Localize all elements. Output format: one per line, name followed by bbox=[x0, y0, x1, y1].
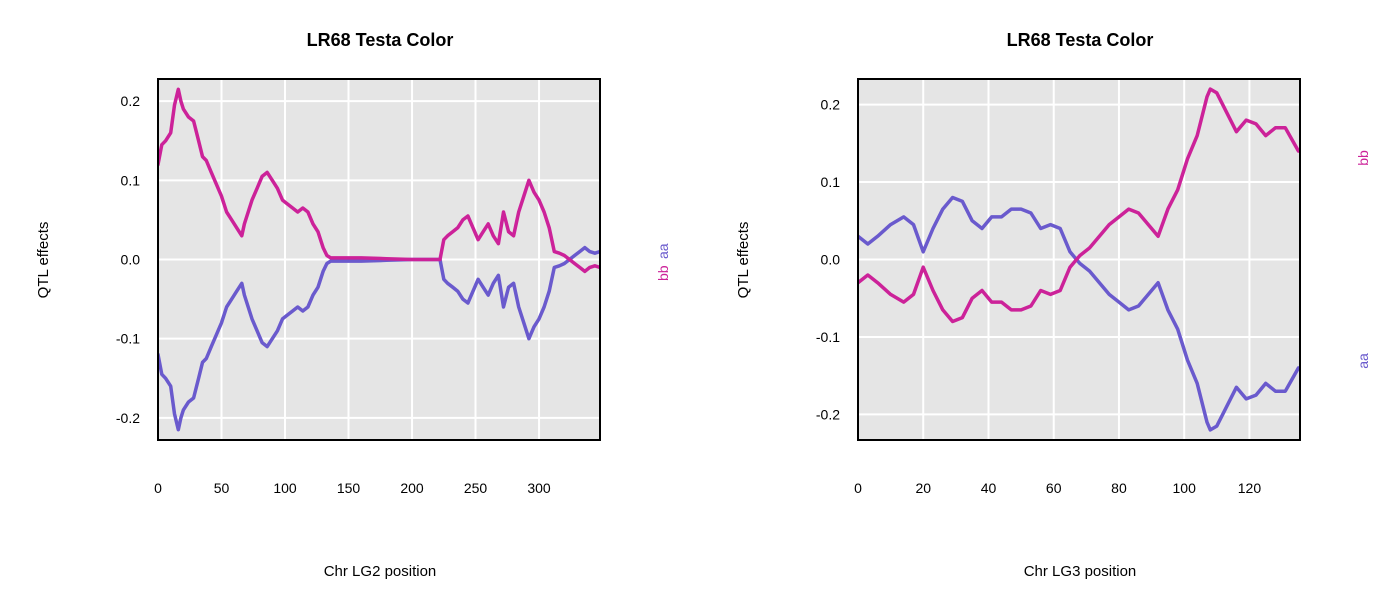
legend-label-aa: aa bbox=[1355, 353, 1371, 369]
chart-title: LR68 Testa Color bbox=[1007, 30, 1154, 50]
x-tick-label: 20 bbox=[915, 480, 931, 496]
y-tick-label: 0.0 bbox=[821, 252, 841, 268]
x-axis-label: Chr LG2 position bbox=[324, 563, 437, 580]
x-tick-label: 150 bbox=[337, 480, 361, 496]
x-tick-label: 250 bbox=[464, 480, 488, 496]
chart-lg2: 0 50 100 150 200 250 300-0.2-0.10.00.10.2bbaa … bbox=[35, 30, 671, 580]
series-layer bbox=[858, 87, 1300, 432]
x-tick-label: 120 bbox=[1238, 480, 1262, 496]
y-axis-label: QTL effects bbox=[735, 222, 752, 299]
y-tick-label: 0.2 bbox=[821, 97, 841, 113]
y-tick-label: -0.1 bbox=[816, 329, 840, 345]
x-tick-label: 80 bbox=[1111, 480, 1127, 496]
x-tick-label: 40 bbox=[981, 480, 997, 496]
y-tick-label: 0.2 bbox=[121, 93, 141, 109]
series-line-bb bbox=[158, 87, 600, 274]
chart-title: LR68 Testa Color bbox=[307, 30, 454, 50]
legend-label-aa: aa bbox=[655, 243, 671, 259]
x-tick-label: 200 bbox=[400, 480, 424, 496]
x-tick-label: 100 bbox=[273, 480, 297, 496]
x-tick-label: 60 bbox=[1046, 480, 1062, 496]
series-line-aa bbox=[158, 245, 600, 432]
y-axis-label: QTL effects bbox=[35, 222, 52, 299]
plot-area: 0 20 40 60 80 100 120 -0.2 -0.1 0.0 0.1 0.2 bb aa bbox=[816, 78, 1371, 496]
y-tick-label: 0.1 bbox=[121, 172, 141, 188]
y-tick-label: 0.1 bbox=[821, 174, 841, 190]
y-tick-label: 0.0 bbox=[121, 252, 141, 268]
x-tick-label: 0 bbox=[854, 480, 862, 496]
legend-label-bb: bb bbox=[655, 265, 671, 281]
y-tick-label: -0.1 bbox=[116, 331, 140, 347]
series-line-aa bbox=[858, 195, 1300, 432]
x-tick-label: 50 bbox=[214, 480, 230, 496]
y-tick-label: -0.2 bbox=[816, 406, 840, 422]
x-axis-label: Chr LG3 position bbox=[1024, 563, 1137, 580]
plot-border bbox=[857, 78, 1301, 441]
chart-lg3: 0 20 40 60 80 100 120 -0.2 -0.1 0.0 0.1 0.2 bb aa LR6… bbox=[735, 30, 1371, 580]
x-tick-label: 0 bbox=[154, 480, 162, 496]
series-line-bb bbox=[858, 87, 1300, 324]
plot-border bbox=[157, 78, 601, 441]
y-tick-label: -0.2 bbox=[116, 410, 140, 426]
x-tick-label: 100 bbox=[1173, 480, 1197, 496]
series-layer bbox=[158, 87, 600, 432]
legend-label-bb: bb bbox=[1355, 150, 1371, 166]
plot-area: 0 50 100 150 200 250 300 -0.2 -0.1 0.0 0.1 0.2 bb aa bbox=[116, 78, 671, 496]
x-tick-label: 300 bbox=[527, 480, 551, 496]
